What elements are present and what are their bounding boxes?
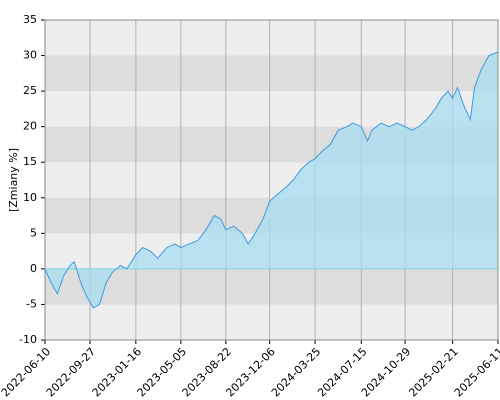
y-tick-label: 25 (23, 84, 37, 97)
plot-border (44, 19, 499, 341)
y-tick-label: -10 (19, 333, 37, 346)
y-tick-label: 0 (30, 262, 37, 275)
y-tick-label: 20 (23, 120, 37, 133)
y-axis-label: [Zmiany %] (7, 148, 20, 212)
y-tick-label: -5 (26, 297, 37, 310)
band (45, 268, 498, 305)
y-tick-label: 10 (23, 191, 37, 204)
y-tick-label: 35 (23, 13, 37, 26)
plot-area (44, 20, 499, 340)
line (44, 51, 499, 309)
area (45, 52, 498, 308)
band (45, 55, 498, 92)
y-tick-label: 5 (30, 226, 37, 239)
y-tick-label: 30 (23, 49, 37, 62)
y-tick-label: 15 (23, 155, 37, 168)
